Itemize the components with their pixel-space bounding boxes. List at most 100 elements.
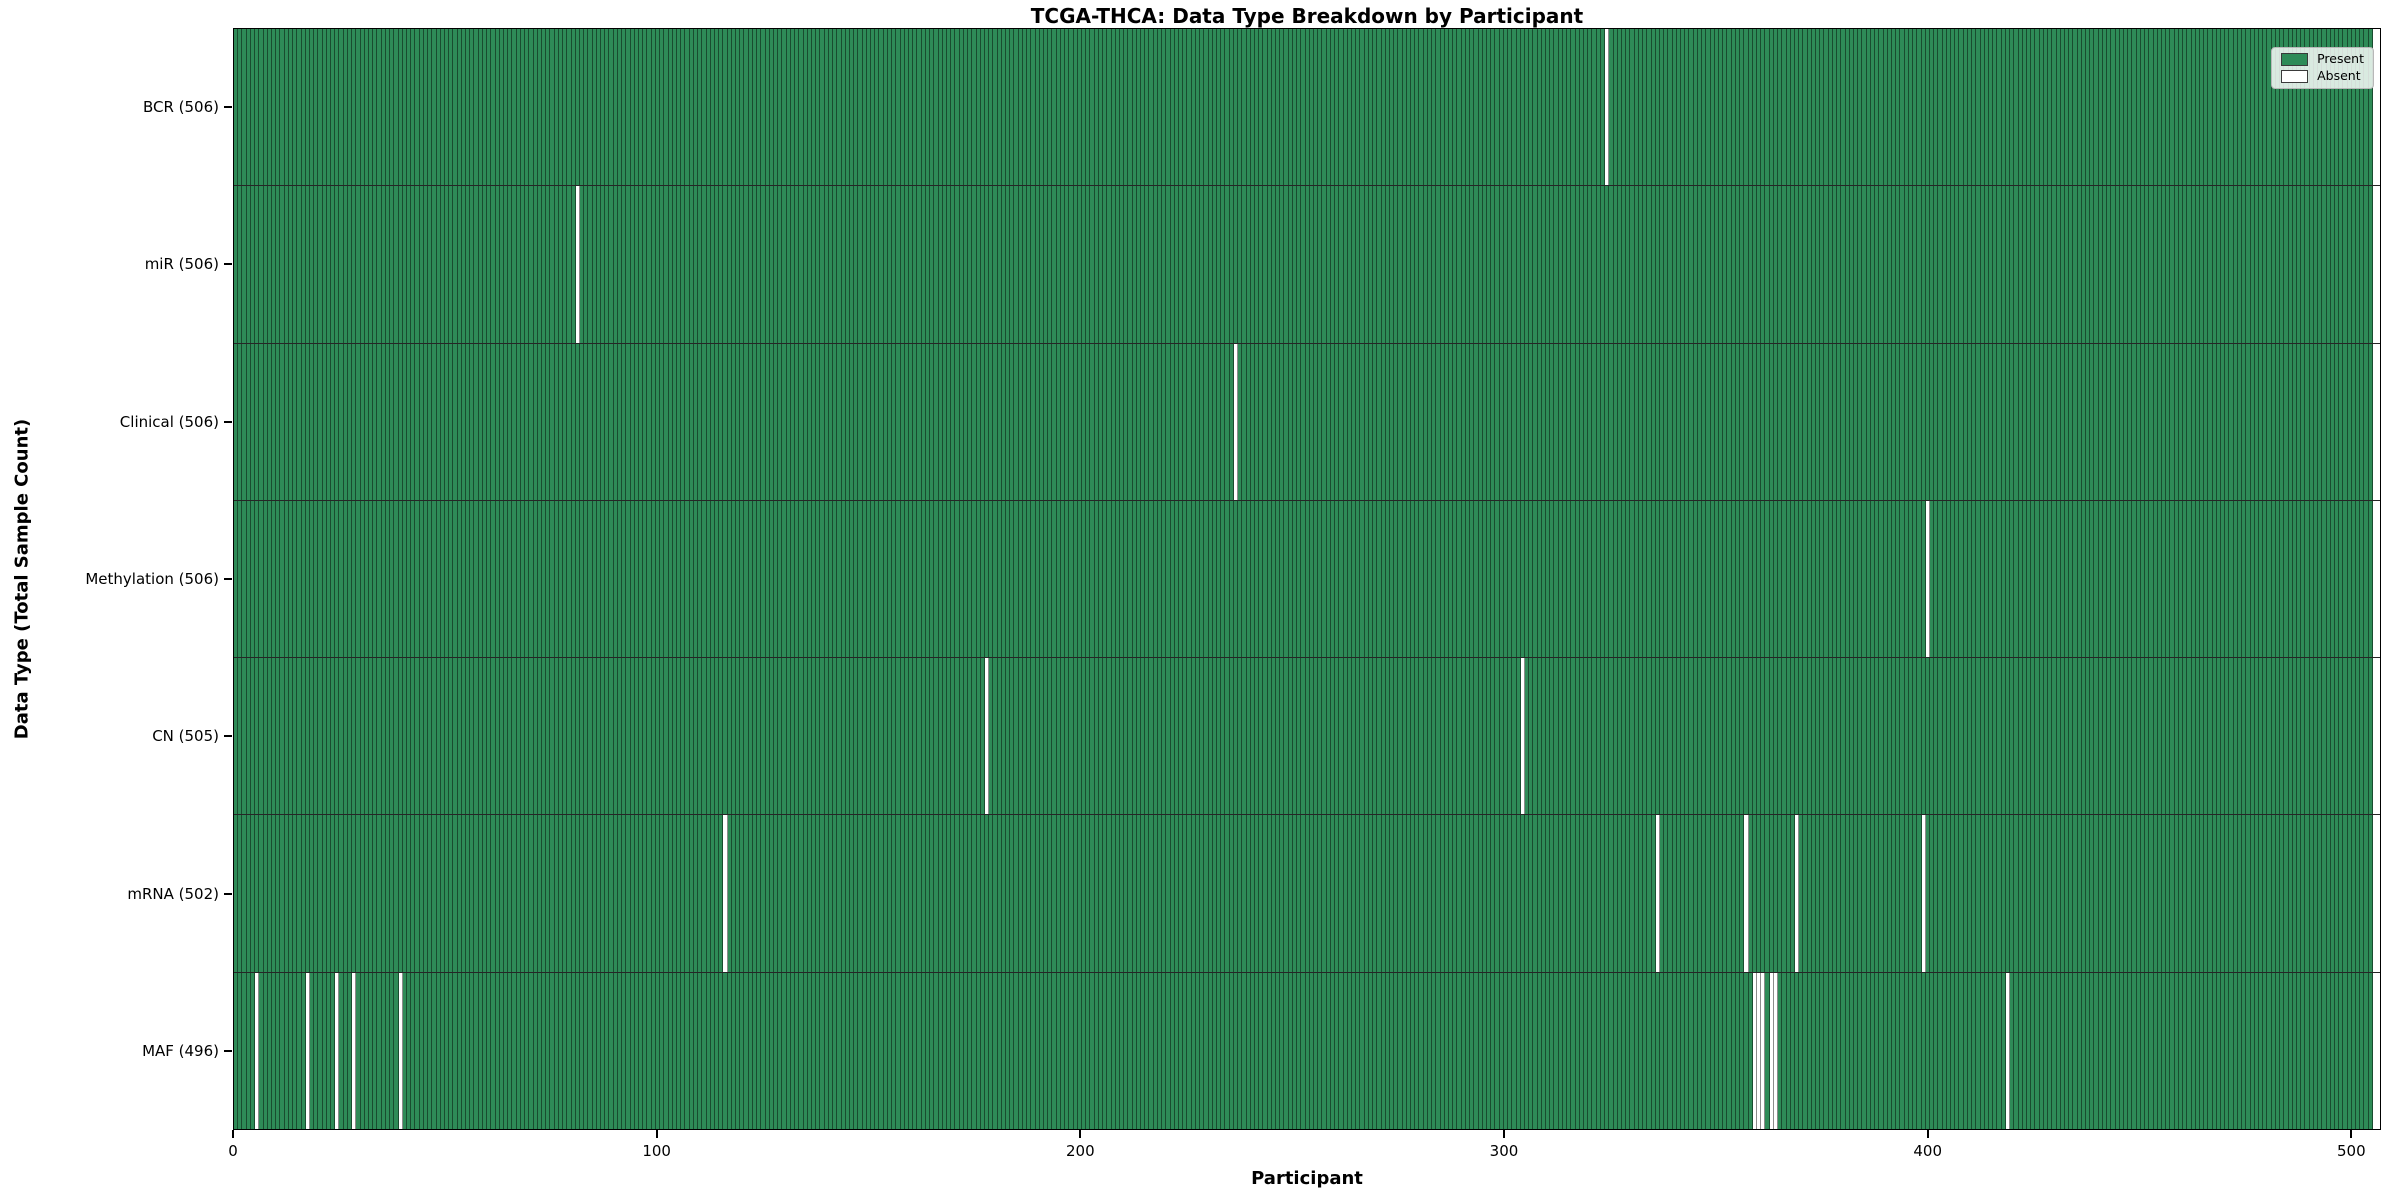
present-bar xyxy=(1170,972,1175,1129)
present-bar xyxy=(1402,815,1407,972)
present-bar xyxy=(1136,500,1142,658)
present-bar xyxy=(2259,186,2264,343)
present-bar xyxy=(1967,972,1973,1129)
present-bar xyxy=(1145,658,1150,815)
present-bar xyxy=(871,815,876,972)
present-bar xyxy=(2221,29,2226,186)
present-bar xyxy=(1124,658,1129,815)
present-bar xyxy=(246,972,251,1129)
present-bar xyxy=(398,815,403,972)
present-bar xyxy=(1554,972,1559,1129)
present-bar xyxy=(516,815,521,972)
present-bar xyxy=(1875,186,1880,343)
present-bar xyxy=(550,186,555,343)
present-bar xyxy=(1436,500,1441,658)
present-bar xyxy=(423,186,429,343)
present-bar xyxy=(2014,186,2019,343)
present-bar xyxy=(879,658,884,815)
present-bar xyxy=(1242,815,1247,972)
present-bar xyxy=(259,500,264,658)
present-bar xyxy=(1676,658,1682,815)
present-bar xyxy=(1486,186,1492,343)
present-bar xyxy=(238,343,243,500)
present-bar xyxy=(913,658,918,815)
present-bar xyxy=(714,815,720,972)
present-bar xyxy=(2212,972,2217,1129)
present-bar xyxy=(634,343,639,500)
present-bar xyxy=(1790,29,1795,186)
present-bar xyxy=(2360,815,2365,972)
present-bar xyxy=(613,658,618,815)
present-bar xyxy=(1385,29,1390,186)
present-bar xyxy=(1470,815,1475,972)
present-bar xyxy=(2326,29,2331,186)
present-bar xyxy=(984,972,990,1129)
present-bar xyxy=(1824,343,1829,500)
present-bar xyxy=(664,500,669,658)
present-bar xyxy=(828,186,834,343)
present-bar xyxy=(1946,815,1952,972)
present-bar xyxy=(1111,29,1116,186)
present-bar xyxy=(1955,500,1960,658)
present-bar xyxy=(1816,186,1821,343)
present-bar xyxy=(997,343,1002,500)
present-bar xyxy=(2119,343,2124,500)
present-bar xyxy=(698,972,703,1129)
present-bar xyxy=(1761,658,1766,815)
present-bar xyxy=(1271,972,1277,1129)
present-bar xyxy=(1432,815,1437,972)
present-bar xyxy=(2330,658,2335,815)
present-bar xyxy=(1520,500,1525,658)
present-bar xyxy=(588,343,593,500)
present-bar xyxy=(2334,972,2340,1129)
present-bar xyxy=(423,815,429,972)
present-bar xyxy=(1191,186,1196,343)
present-bar xyxy=(1773,658,1779,815)
present-bar xyxy=(1938,972,1943,1129)
present-bar xyxy=(1794,343,1800,500)
present-bar xyxy=(466,343,471,500)
present-bar xyxy=(385,500,391,658)
present-bar xyxy=(1347,29,1352,186)
present-bar xyxy=(980,815,985,972)
present-bar xyxy=(1470,186,1475,343)
present-bar xyxy=(2140,658,2146,815)
present-bar xyxy=(1436,186,1441,343)
present-bar xyxy=(1997,29,2002,186)
present-bar xyxy=(1263,343,1268,500)
present-bar xyxy=(719,343,724,500)
present-bar xyxy=(2052,186,2057,343)
present-bar xyxy=(343,500,348,658)
present-bar xyxy=(1394,815,1399,972)
present-bar xyxy=(1491,972,1496,1129)
present-bar xyxy=(2043,815,2049,972)
present-bar xyxy=(2271,658,2276,815)
present-bar xyxy=(567,500,572,658)
present-bar xyxy=(2031,343,2036,500)
present-bar xyxy=(2111,815,2116,972)
present-bar xyxy=(385,972,391,1129)
y-tick-label-bcr: BCR (506) xyxy=(142,97,219,116)
present-bar xyxy=(2271,815,2276,972)
present-bar xyxy=(381,500,386,658)
present-bar xyxy=(1921,29,1926,186)
present-bar xyxy=(1896,658,1901,815)
present-bar xyxy=(470,815,475,972)
present-bar xyxy=(2048,815,2053,972)
present-bar xyxy=(655,29,661,186)
present-bar xyxy=(1617,500,1622,658)
present-bar xyxy=(2259,658,2264,815)
present-bar xyxy=(955,29,960,186)
present-bar xyxy=(1896,500,1901,658)
present-bar xyxy=(267,500,272,658)
present-bar xyxy=(1115,186,1120,343)
present-bar xyxy=(1621,972,1627,1129)
present-bar xyxy=(1415,186,1420,343)
present-bar xyxy=(588,658,593,815)
present-bar xyxy=(1875,343,1880,500)
present-bar xyxy=(845,972,850,1129)
present-bar xyxy=(1276,815,1281,972)
present-bar xyxy=(1723,29,1728,186)
present-bar xyxy=(955,186,960,343)
present-bar xyxy=(1989,658,1994,815)
